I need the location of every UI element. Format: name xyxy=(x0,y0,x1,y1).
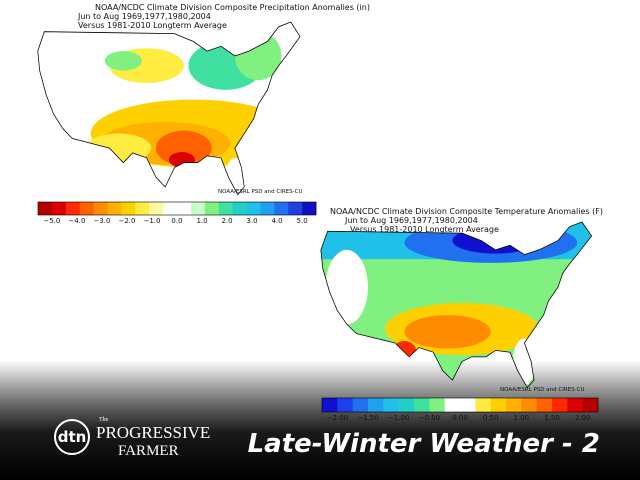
colorbar-swatch xyxy=(149,202,164,215)
map-title-line: Versus 1981-2010 Longterm Average xyxy=(350,225,499,234)
colorbar-tick-label: 2.00 xyxy=(575,414,591,422)
colorbar-swatch xyxy=(429,398,445,412)
colorbar-swatch xyxy=(383,398,399,412)
brand-the: The xyxy=(99,417,109,423)
map-credit: NOAA/ESRL PSD and CIRES-CU xyxy=(500,387,584,393)
colorbar-swatch xyxy=(536,398,553,412)
colorbar-swatch xyxy=(460,398,476,412)
colorbar-swatch xyxy=(260,202,275,215)
colorbar-tick-label: −1.50 xyxy=(357,414,378,422)
colorbar-swatch xyxy=(414,398,430,412)
map-title-line: NOAA/NCDC Climate Division Composite Pre… xyxy=(95,3,370,12)
colorbar-swatch xyxy=(121,202,136,215)
map-credit: NOAA/ESRL PSD and CIRES-CU xyxy=(218,189,302,195)
colorbar-swatch xyxy=(352,398,369,412)
colorbar-swatch xyxy=(337,398,353,412)
colorbar-swatch xyxy=(521,398,537,412)
colorbar-tick-label: 1.50 xyxy=(544,414,560,422)
colorbar-swatch xyxy=(368,398,384,412)
colorbar-tick-label: 0.00 xyxy=(452,414,468,422)
map-title-line: NOAA/NCDC Climate Division Composite Tem… xyxy=(330,207,603,216)
brand-line2: FARMER xyxy=(118,443,179,459)
logo-ring xyxy=(54,419,90,455)
colorbar-swatch xyxy=(490,398,507,412)
colorbar-swatch xyxy=(506,398,522,412)
colorbar-tick-label: −5.0 xyxy=(43,217,60,225)
map-title-line: Jun to Aug 1969,1977,1980,2004 xyxy=(77,12,211,21)
colorbar-swatch xyxy=(107,202,122,215)
colorbar-swatch xyxy=(135,202,150,215)
colorbar-tick-label: −2.00 xyxy=(327,414,348,422)
colorbar-swatch xyxy=(246,202,261,215)
colorbar-swatch xyxy=(475,398,491,412)
colorbar-tick-label: −1.00 xyxy=(388,414,409,422)
colorbar-swatch xyxy=(302,202,317,215)
colorbar-frame xyxy=(321,397,599,413)
colorbar-swatch xyxy=(65,202,80,215)
colorbar-swatch xyxy=(79,202,94,215)
colorbar-swatch xyxy=(51,202,67,215)
colorbar-tick-label: −4.0 xyxy=(68,217,85,225)
colorbar-tick-label: 4.0 xyxy=(272,217,283,225)
colorbar-swatch xyxy=(218,202,233,215)
colorbar-swatch xyxy=(322,398,338,412)
colorbar-frame xyxy=(37,201,317,216)
colorbar-tick-label: −1.0 xyxy=(143,217,160,225)
logo: dtn xyxy=(58,428,87,446)
colorbar-swatch xyxy=(274,202,289,215)
colorbar-swatch xyxy=(552,398,568,412)
colorbar-swatch xyxy=(567,398,583,412)
colorbar-swatch xyxy=(177,202,192,215)
colorbar-tick-label: 1.00 xyxy=(514,414,530,422)
slide-title: Late-Winter Weather - 2 xyxy=(248,429,600,459)
colorbar-tick-label: −3.0 xyxy=(93,217,110,225)
colorbar-swatch xyxy=(163,202,178,215)
map-title-line: Versus 1981-2010 Longterm Average xyxy=(78,21,227,30)
map-title-line: Jun to Aug 1969,1977,1980,2004 xyxy=(344,216,478,225)
colorbar-tick-label: −2.0 xyxy=(118,217,135,225)
colorbar-swatch xyxy=(190,202,206,215)
colorbar-tick-label: 0.0 xyxy=(171,217,182,225)
colorbar-swatch xyxy=(398,398,415,412)
colorbar-swatch xyxy=(232,202,247,215)
map-labels: NOAA/NCDC Climate Division Composite Pre… xyxy=(37,3,603,422)
colorbar-swatch xyxy=(38,202,53,215)
colorbar-swatch xyxy=(444,398,461,412)
colorbar-swatch xyxy=(288,202,303,215)
colorbar-tick-label: 2.0 xyxy=(221,217,232,225)
colorbar-tick-label: 5.0 xyxy=(297,217,308,225)
colorbar-tick-label: 3.0 xyxy=(246,217,257,225)
precip-map xyxy=(37,21,301,196)
colorbar-tick-label: 0.50 xyxy=(483,414,499,422)
colorbar-swatch xyxy=(204,202,219,215)
colorbar-tick-label: 1.0 xyxy=(196,217,207,225)
colorbar-swatch xyxy=(93,202,108,215)
colorbar-tick-label: −0.50 xyxy=(419,414,440,422)
colorbar-swatch xyxy=(582,398,599,412)
brand-line1: PROGRESSIVE xyxy=(96,423,210,442)
